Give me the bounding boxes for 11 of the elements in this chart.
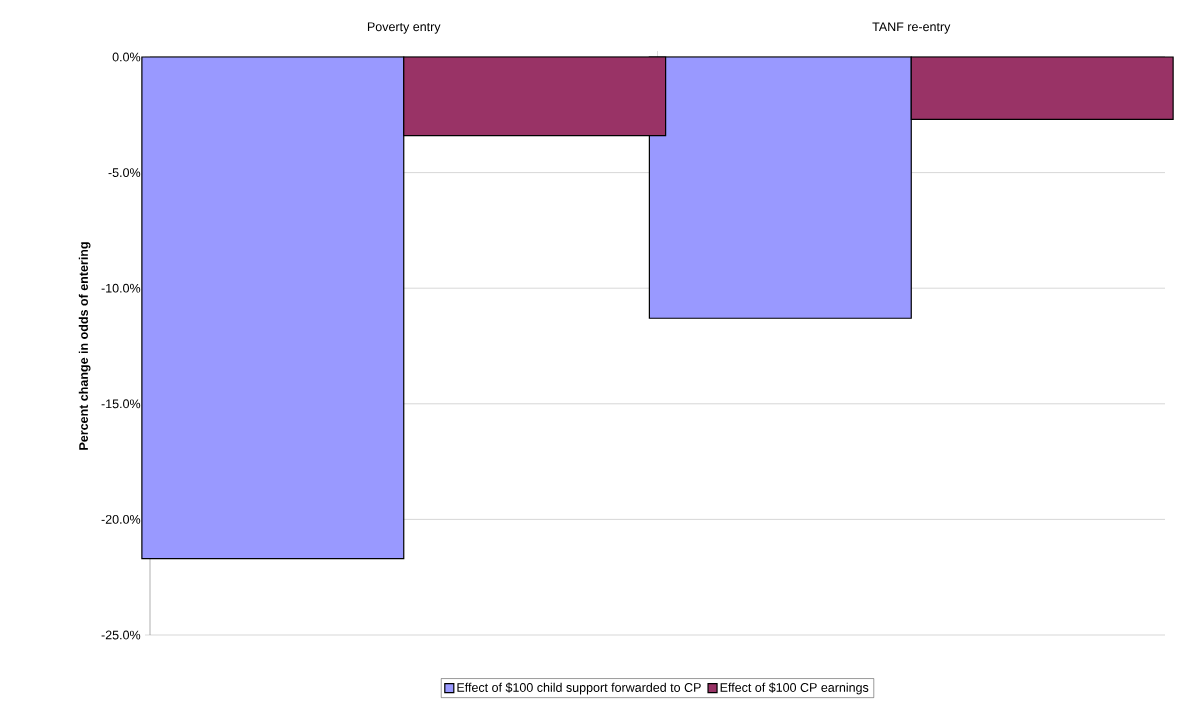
y-tick-label: -15.0% (101, 399, 141, 409)
legend-label: Effect of $100 child support forwarded to CP (457, 682, 701, 695)
y-tick-label: 0.0% (112, 52, 141, 62)
y-tick-label: -20.0% (101, 514, 141, 524)
y-tick-label: -10.0% (101, 283, 141, 293)
y-axis-title: Percent change in odds of entering (78, 242, 91, 450)
legend-label: Effect of $100 CP earnings (720, 682, 869, 695)
x-tick-label: TANF re-entry (872, 22, 951, 34)
y-tick-label: -5.0% (108, 168, 141, 178)
x-tick-label: Poverty entry (367, 22, 441, 34)
y-tick-label: -25.0% (101, 630, 141, 640)
